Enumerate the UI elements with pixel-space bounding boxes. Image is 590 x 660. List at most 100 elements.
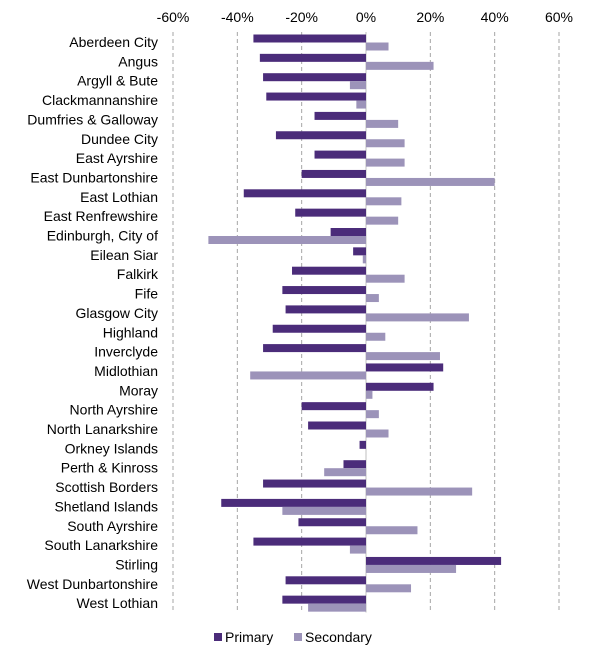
bar-secondary — [366, 410, 379, 419]
bar-secondary — [208, 236, 366, 244]
category-label: Dumfries & Galloway — [27, 111, 158, 127]
bar-primary — [285, 576, 366, 585]
bar-secondary — [349, 81, 366, 90]
category-label: Inverclyde — [94, 344, 158, 360]
bar-secondary — [366, 61, 434, 70]
bar-secondary — [366, 564, 457, 573]
category-label: Dundee City — [81, 131, 158, 147]
category-label: South Lanarkshire — [44, 537, 158, 553]
x-tick-label: 0% — [356, 9, 376, 25]
category-label: Shetland Islands — [54, 498, 158, 514]
bar-secondary — [362, 255, 366, 264]
bar-secondary — [366, 390, 373, 399]
bar-primary — [292, 266, 366, 275]
bar-secondary — [366, 274, 405, 283]
category-label: Orkney Islands — [65, 440, 158, 456]
category-label: Falkirk — [117, 266, 159, 282]
bar-primary — [295, 208, 366, 217]
gridlines — [172, 32, 560, 613]
category-label: Angus — [118, 53, 158, 69]
bar-primary — [253, 34, 366, 43]
category-label: East Lothian — [80, 189, 158, 205]
bar-secondary — [324, 468, 366, 477]
x-tick-label: 20% — [416, 9, 444, 25]
bar-primary — [263, 73, 366, 82]
bar-secondary — [366, 294, 379, 303]
bar-primary — [266, 92, 366, 101]
legend: Primary Secondary — [214, 629, 372, 645]
x-tick-label: 40% — [481, 9, 509, 25]
bar-primary — [359, 440, 366, 449]
bar-primary — [259, 53, 366, 62]
category-label: East Renfrewshire — [44, 208, 159, 224]
bar-primary — [330, 228, 366, 236]
legend-label-secondary: Secondary — [305, 629, 372, 645]
category-label: South Ayrshire — [67, 518, 158, 534]
x-tick-label: 60% — [545, 9, 573, 25]
category-label: Clackmannanshire — [42, 92, 158, 108]
category-label: North Lanarkshire — [47, 421, 158, 437]
bar-secondary — [366, 429, 389, 438]
category-label: Stirling — [115, 556, 158, 572]
x-tick-label: -40% — [221, 9, 254, 25]
category-label: Aberdeen City — [69, 34, 158, 50]
bar-secondary — [366, 584, 412, 593]
bars — [208, 34, 502, 612]
bar-secondary — [366, 352, 440, 361]
bar-secondary — [366, 119, 399, 128]
bar-secondary — [366, 526, 418, 535]
bar-primary — [301, 169, 366, 178]
category-label: Scottish Borders — [55, 479, 158, 495]
bar-primary — [366, 363, 444, 372]
bar-secondary — [366, 177, 495, 186]
category-label: East Ayrshire — [76, 150, 158, 166]
category-label: Highland — [103, 324, 158, 340]
bar-primary — [282, 286, 366, 295]
category-label: Argyll & Bute — [77, 73, 158, 89]
bar-secondary — [250, 371, 366, 380]
bar-primary — [272, 324, 366, 333]
legend-swatch-primary — [214, 633, 222, 641]
bar-secondary — [366, 216, 399, 225]
bar-primary — [253, 537, 366, 546]
category-label: Eilean Siar — [90, 247, 158, 263]
category-label: Perth & Kinross — [61, 460, 158, 476]
bar-secondary — [349, 545, 366, 554]
category-label: Glasgow City — [76, 305, 158, 321]
bar-secondary — [366, 158, 405, 167]
legend-label-primary: Primary — [225, 629, 273, 645]
bar-secondary — [366, 42, 389, 51]
bar-secondary — [366, 332, 386, 341]
bar-primary — [314, 111, 366, 120]
bar-primary — [301, 402, 366, 411]
bar-primary — [343, 460, 366, 469]
category-label: West Lothian — [77, 595, 158, 611]
bar-primary — [263, 479, 366, 488]
bar-primary — [366, 556, 502, 565]
bar-primary — [353, 247, 366, 256]
category-label: East Dunbartonshire — [30, 169, 158, 185]
bar-primary — [275, 131, 366, 140]
bar-primary — [263, 344, 366, 353]
bar-primary — [298, 518, 366, 527]
bar-primary — [308, 421, 366, 430]
x-tick-label: -60% — [157, 9, 190, 25]
bar-primary — [221, 498, 366, 507]
category-labels: Aberdeen City Angus Argyll & Bute Clackmann… — [27, 34, 159, 611]
x-tick-label: -20% — [285, 9, 318, 25]
bar-primary — [314, 150, 366, 159]
category-label: Moray — [119, 382, 158, 398]
category-label: West Dunbartonshire — [27, 576, 158, 592]
x-axis-ticks: -60% -40% -20% 0% 20% 40% 60% — [157, 9, 573, 25]
bar-secondary — [366, 139, 405, 148]
category-label: North Ayrshire — [70, 402, 159, 418]
category-label: Fife — [135, 286, 159, 302]
bar-secondary — [366, 197, 402, 206]
bar-primary — [285, 305, 366, 314]
bar-secondary — [282, 506, 366, 515]
bar-primary — [366, 382, 434, 391]
bar-primary — [243, 189, 366, 198]
bar-secondary — [366, 487, 473, 496]
legend-swatch-secondary — [294, 633, 302, 641]
